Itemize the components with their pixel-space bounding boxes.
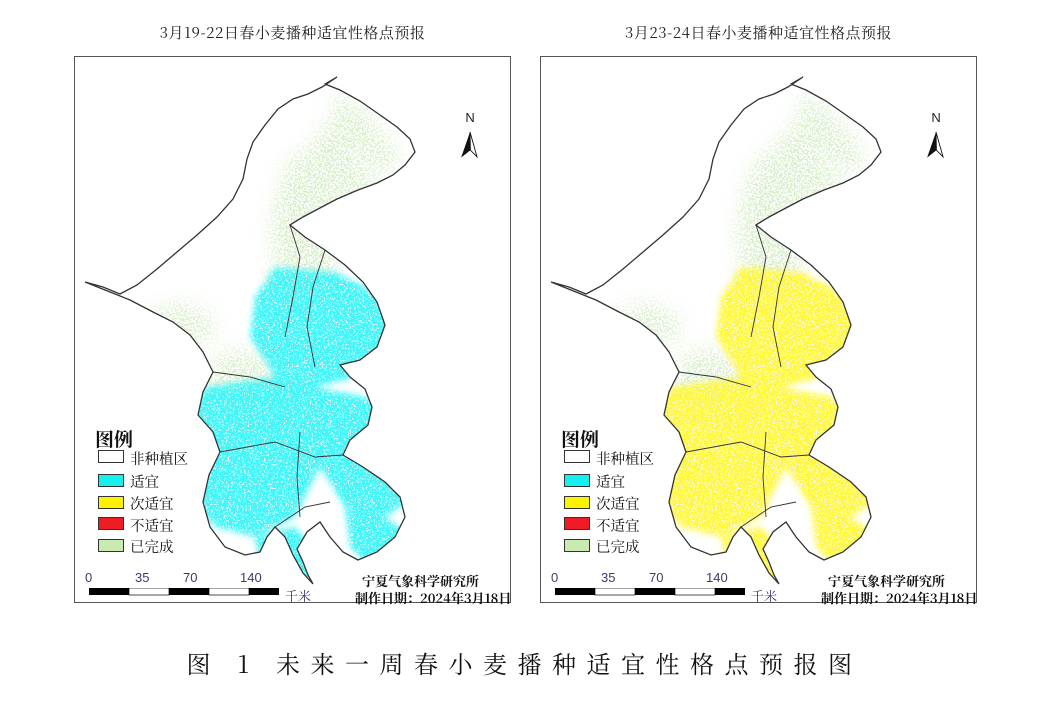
svg-text:N: N (465, 110, 474, 125)
svg-text:N: N (931, 110, 940, 125)
